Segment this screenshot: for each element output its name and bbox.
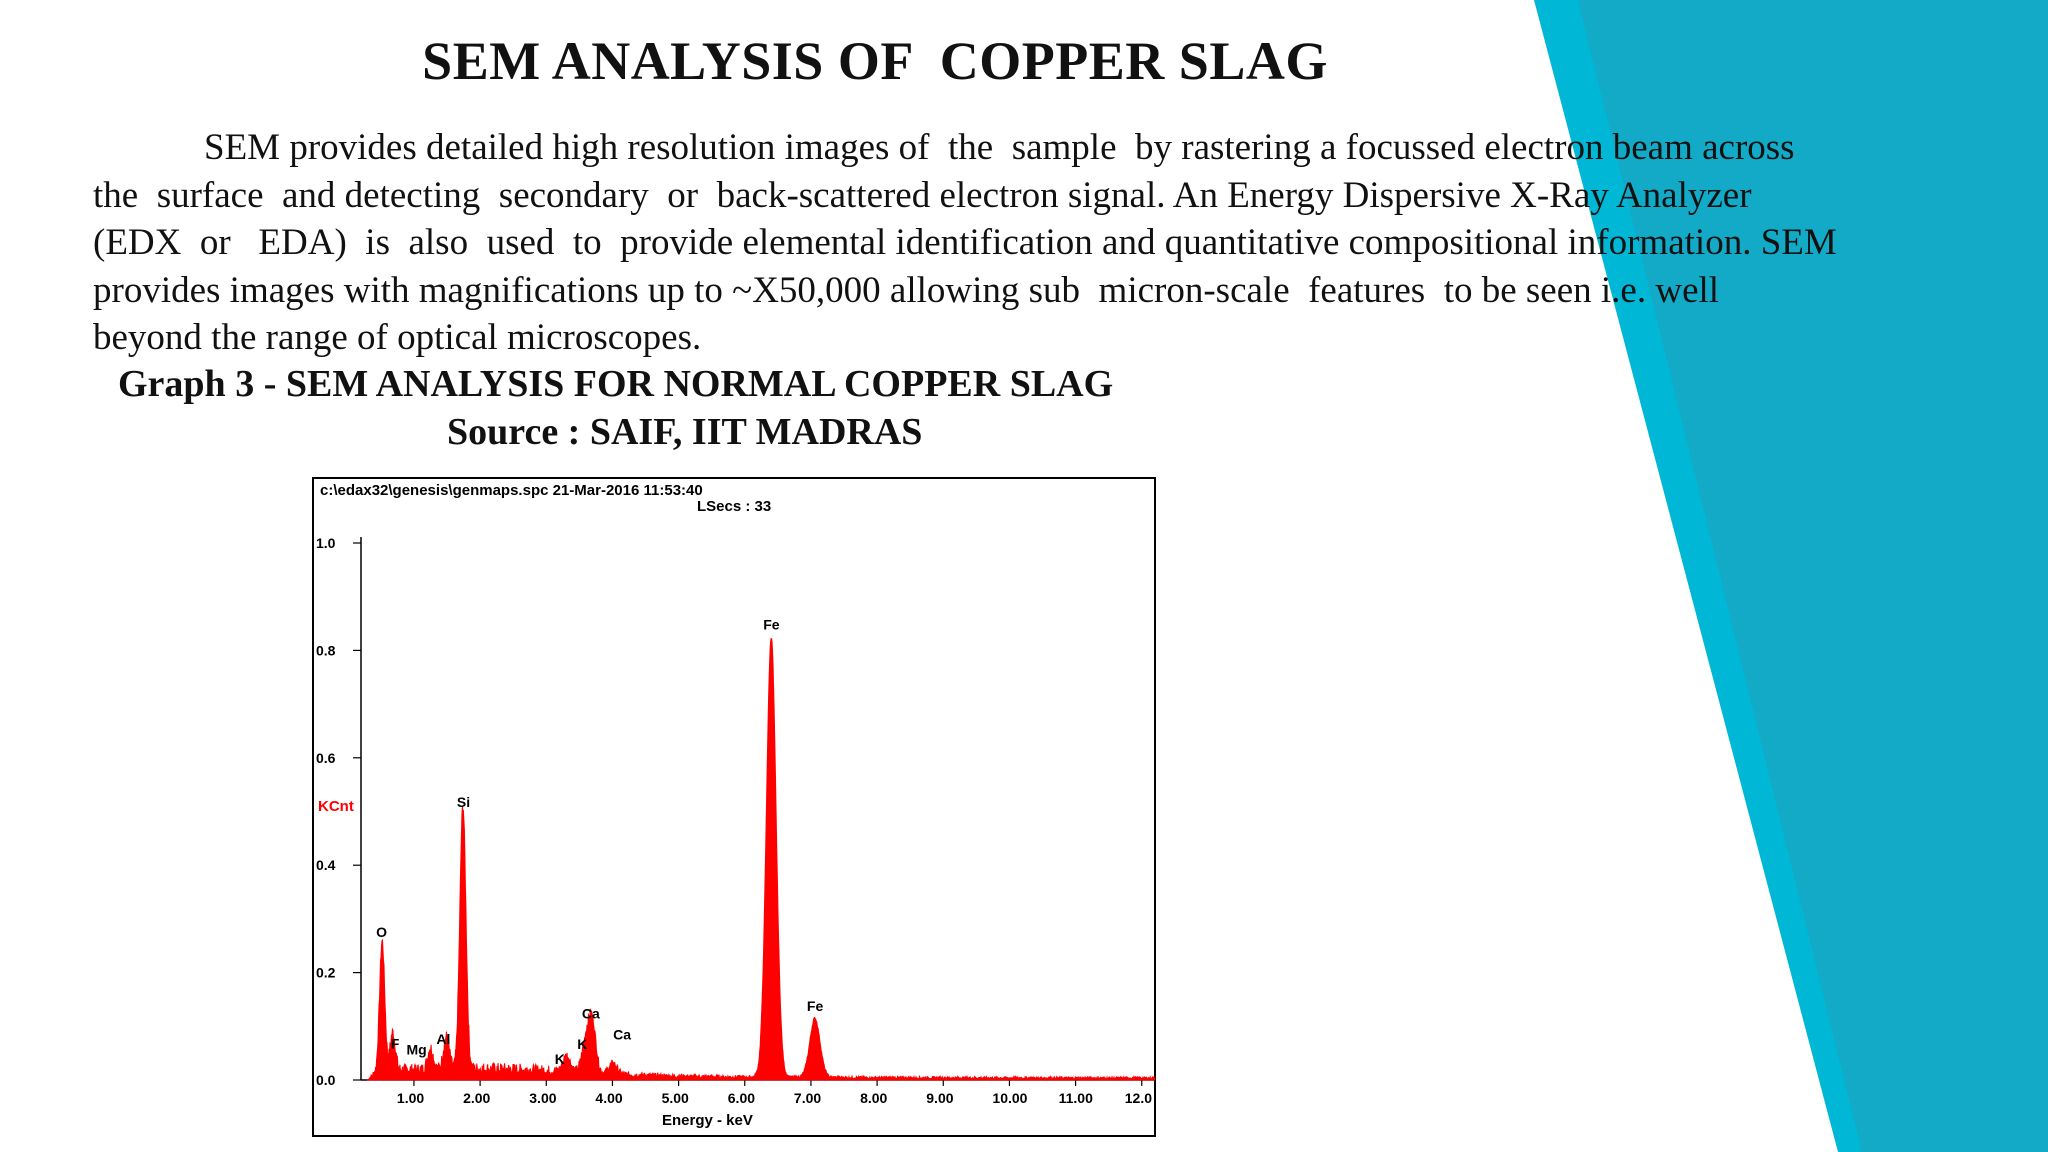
peak-label-si: Si bbox=[457, 794, 470, 810]
x-tick-label: 4.00 bbox=[595, 1090, 622, 1106]
x-tick-label: 1.00 bbox=[397, 1090, 424, 1106]
chart-ticks: 1.0 0.8 0.6 0.4 0.2 0.0 1.00 2.00 3.00 4.00 5.00 6.… bbox=[316, 535, 1152, 1106]
peak-label-al: Al bbox=[436, 1031, 450, 1047]
x-tick-label: 5.00 bbox=[662, 1090, 689, 1106]
spectrum-area bbox=[366, 638, 1156, 1081]
x-axis-label: Energy - keV bbox=[662, 1112, 753, 1129]
y-tick-label: 1.0 bbox=[316, 535, 336, 551]
peak-label-o: O bbox=[376, 924, 387, 940]
paragraph-line: (EDX or EDA) is also used to provide ele… bbox=[93, 222, 1837, 263]
peak-label-ca: Ca bbox=[613, 1026, 631, 1042]
source-caption: Source : SAIF, IIT MADRAS bbox=[447, 411, 923, 453]
chart-frame bbox=[312, 477, 1156, 1137]
peak-label-k: K bbox=[577, 1036, 587, 1052]
x-tick-label: 8.00 bbox=[860, 1090, 887, 1106]
x-tick-label: 2.00 bbox=[463, 1090, 490, 1106]
graph-caption: Graph 3 - SEM ANALYSIS FOR NORMAL COPPER… bbox=[118, 363, 1114, 405]
paragraph-line: beyond the range of optical microscopes. bbox=[93, 317, 702, 358]
x-tick-label: 7.00 bbox=[794, 1090, 821, 1106]
spectrum-series bbox=[366, 638, 1156, 1081]
peak-label-mg: Mg bbox=[406, 1042, 426, 1058]
y-tick-label: 0.0 bbox=[316, 1072, 336, 1088]
slide-title: SEM ANALYSIS OF COPPER SLAG bbox=[422, 31, 1328, 91]
peak-label-fe: Fe bbox=[763, 617, 780, 633]
peak-label-f: F bbox=[391, 1035, 400, 1051]
y-tick-label: 0.6 bbox=[316, 750, 336, 766]
x-tick-label: 9.00 bbox=[926, 1090, 953, 1106]
chart-header-lsecs: LSecs : 33 bbox=[697, 498, 771, 515]
x-tick-label: 10.00 bbox=[992, 1090, 1027, 1106]
y-axis-label: KCnt bbox=[318, 798, 354, 815]
edx-spectrum-chart: c:\edax32\genesis\genmaps.spc 21-Mar-201… bbox=[312, 477, 1156, 1137]
peak-labels: O F Mg Al Si KK Ca Ca Fe Fe bbox=[376, 617, 823, 1067]
description-paragraph: SEM provides detailed high resolution im… bbox=[93, 124, 1993, 362]
x-tick-label: 12.0 bbox=[1125, 1090, 1152, 1106]
chart-header-file: c:\edax32\genesis\genmaps.spc 21-Mar-201… bbox=[320, 482, 703, 499]
y-tick-label: 0.4 bbox=[316, 857, 336, 873]
accent-band-dark bbox=[1578, 0, 2048, 1152]
x-tick-label: 3.00 bbox=[529, 1090, 556, 1106]
x-tick-label: 11.00 bbox=[1059, 1090, 1093, 1106]
x-tick-label: 6.00 bbox=[728, 1090, 755, 1106]
paragraph-line: SEM provides detailed high resolution im… bbox=[93, 127, 1795, 168]
peak-label-ca: Ca bbox=[582, 1005, 600, 1021]
y-tick-label: 0.2 bbox=[316, 965, 336, 981]
paragraph-line: provides images with magnifications up t… bbox=[93, 269, 1720, 311]
paragraph-line: the surface and detecting secondary or b… bbox=[93, 174, 1752, 216]
peak-label-fe: Fe bbox=[807, 998, 824, 1014]
peak-label-k: K bbox=[555, 1051, 565, 1067]
y-tick-label: 0.8 bbox=[316, 642, 336, 658]
